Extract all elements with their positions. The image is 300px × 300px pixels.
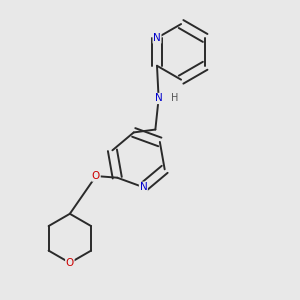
Text: H: H [171,94,179,103]
Text: N: N [153,33,161,43]
Text: O: O [92,171,100,181]
Text: N: N [140,182,147,192]
Text: N: N [155,94,163,103]
Text: O: O [66,258,74,268]
